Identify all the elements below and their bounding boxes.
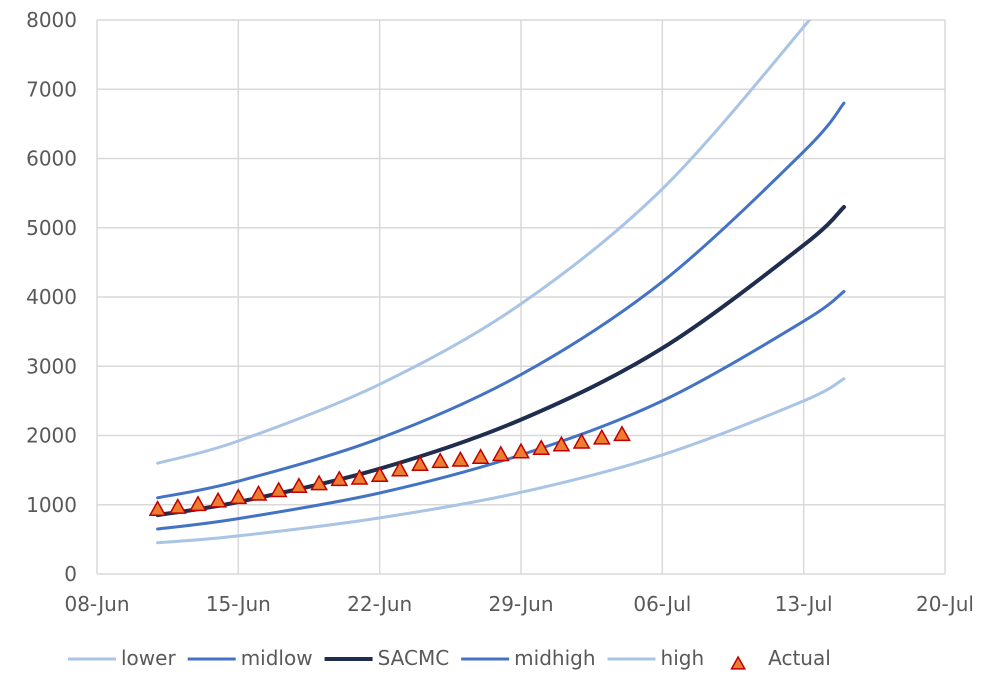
legend-label: lower [121, 646, 176, 670]
legend-label: midhigh [514, 646, 595, 670]
x-tick-label: 13-Jul [775, 592, 833, 616]
actual-point-5 [249, 484, 268, 501]
actual-point-8 [310, 474, 328, 491]
actual-point-2 [189, 495, 207, 512]
actual-point-20 [552, 435, 571, 452]
x-tick-label: 22-Jun [347, 592, 412, 616]
actual-point-11 [370, 466, 389, 483]
actual-point-22 [592, 428, 611, 445]
legend-label: SACMC [378, 646, 450, 670]
legend-item-sacmc: SACMC [324, 646, 450, 670]
actual-point-13 [411, 455, 429, 471]
x-tick-label: 06-Jul [633, 592, 691, 616]
actual-point-16 [471, 448, 490, 465]
series-lines [155, 20, 846, 545]
series-line-sacmc [155, 205, 846, 518]
actual-point-4 [229, 488, 248, 505]
legend-label: Actual [768, 646, 831, 670]
legend-item-midlow: midlow [187, 646, 313, 670]
y-tick-label: 6000 [26, 147, 77, 171]
x-tick-label: 20-Jul [916, 592, 974, 616]
actual-point-23 [613, 425, 631, 442]
legend-label: midlow [241, 646, 313, 670]
actual-point-15 [451, 450, 470, 467]
legend-label: high [661, 646, 705, 670]
legend-item-high: high [607, 646, 705, 670]
actual-point-9 [330, 470, 349, 487]
axes: 0 1000 2000 3000 4000 5000 6000 7000 8000 08-Jun 1… [26, 8, 974, 616]
y-tick-label: 4000 [26, 285, 77, 309]
legend-marker-actual [730, 655, 747, 670]
actual-point-19 [532, 439, 551, 456]
actual-point-10 [350, 468, 369, 485]
y-tick-label: 1000 [26, 493, 77, 517]
series-line-midhigh [156, 101, 846, 500]
actual-point-7 [290, 477, 308, 494]
actual-markers [148, 425, 631, 516]
y-tick-label: 0 [64, 562, 77, 586]
legend-item-midhigh: midhigh [461, 646, 596, 670]
actual-point-0 [148, 500, 167, 516]
legend-item-actual: Actual [730, 646, 831, 670]
y-tick-label: 2000 [26, 424, 77, 448]
actual-point-1 [168, 497, 187, 514]
grid-lines [96, 19, 946, 575]
actual-point-18 [512, 442, 530, 459]
actual-point-6 [269, 481, 288, 498]
actual-point-21 [572, 432, 591, 449]
actual-point-17 [491, 445, 510, 462]
series-line-high [156, 20, 812, 465]
legend-item-lower: lower [68, 646, 176, 670]
x-tick-label: 08-Jun [64, 592, 129, 616]
actual-point-12 [391, 460, 409, 477]
series-line-lower [156, 377, 846, 545]
x-tick-label: 29-Jun [488, 592, 553, 616]
y-tick-label: 5000 [26, 216, 77, 240]
actual-point-14 [431, 452, 450, 469]
y-tick-label: 8000 [26, 8, 77, 32]
actual-point-3 [209, 491, 227, 508]
x-tick-label: 15-Jun [206, 592, 271, 616]
y-tick-label: 7000 [26, 77, 77, 101]
legend: lower midlow SACMC midhigh high Actual [68, 646, 831, 670]
y-tick-label: 3000 [26, 354, 77, 378]
